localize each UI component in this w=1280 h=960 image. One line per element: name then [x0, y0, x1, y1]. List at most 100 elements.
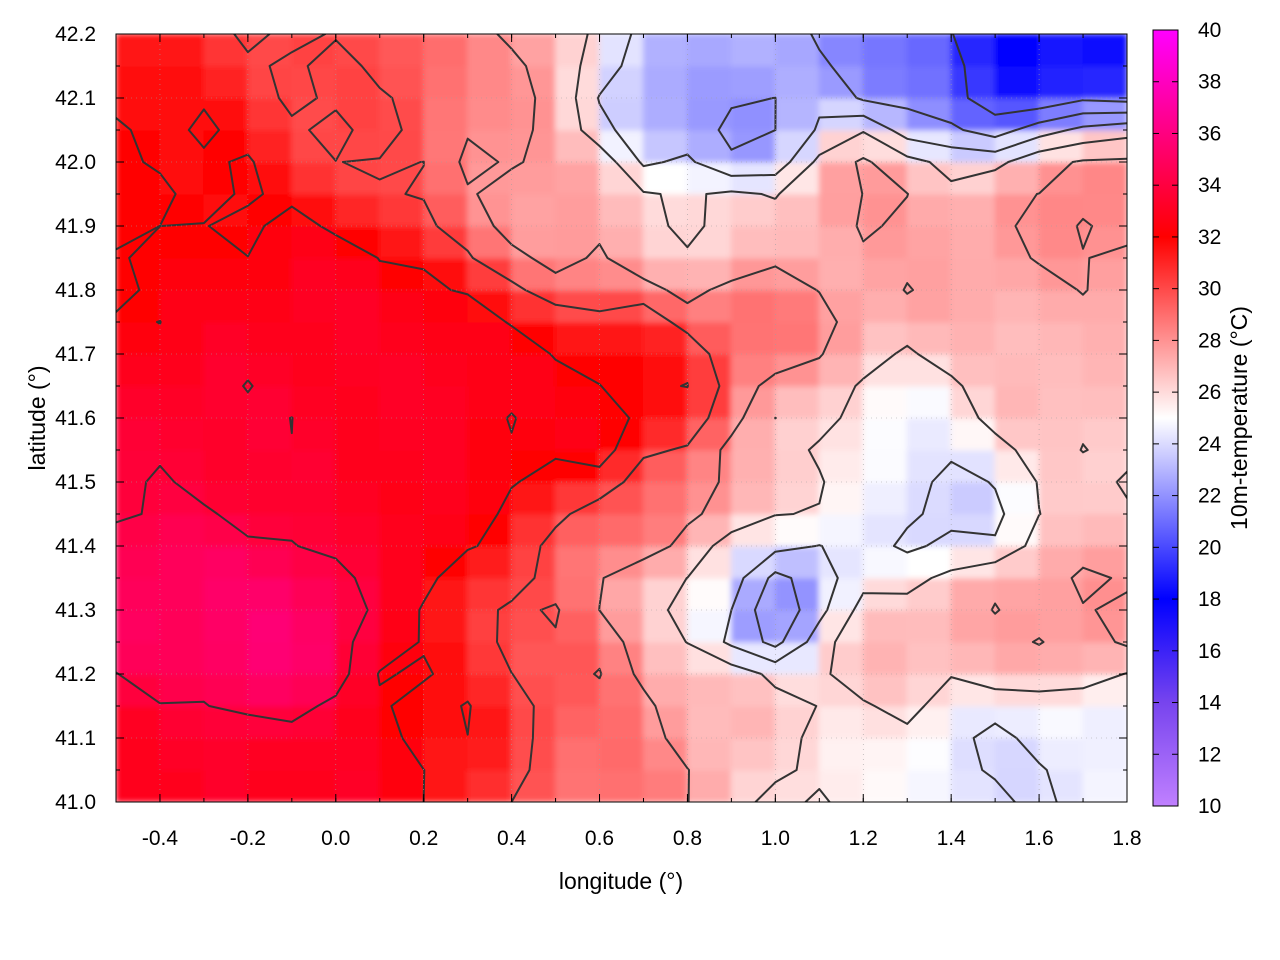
heatmap-cell — [818, 353, 864, 387]
heatmap-cell — [247, 353, 293, 387]
heatmap-cell — [203, 161, 249, 195]
y-tick-label: 42.1 — [55, 87, 96, 110]
heatmap-cell — [555, 321, 601, 355]
heatmap-cell — [116, 545, 161, 579]
heatmap-cell — [686, 321, 732, 355]
heatmap-cell — [335, 193, 381, 227]
heatmap-cell — [467, 257, 513, 291]
heatmap-cell — [159, 385, 205, 419]
heatmap-cell — [159, 673, 205, 707]
heatmap-cell — [906, 289, 952, 323]
heatmap-cell — [818, 545, 864, 579]
heatmap-cell — [467, 481, 513, 515]
heatmap-cell — [555, 417, 601, 451]
heatmap-cell — [159, 705, 205, 739]
heatmap-cell — [686, 353, 732, 387]
heatmap-cell — [818, 257, 864, 291]
heatmap-cell — [906, 705, 952, 739]
x-tick-label: -0.4 — [142, 827, 179, 850]
heatmap-cell — [379, 225, 425, 259]
heatmap-cell — [1038, 513, 1084, 547]
heatmap-cell — [379, 193, 425, 227]
heatmap-cell — [159, 321, 205, 355]
heatmap-cell — [247, 673, 293, 707]
heatmap-cell — [906, 481, 952, 515]
heatmap-cell — [159, 97, 205, 131]
heatmap-cell — [467, 769, 513, 802]
heatmap-cell — [335, 641, 381, 675]
heatmap-cell — [642, 737, 688, 771]
heatmap-cell — [862, 545, 908, 579]
heatmap-cell — [686, 289, 732, 323]
colorbar-tick-labels: 10 12 14 16 18 20 22 24 26 28 30 32 34 36 38 40 — [1198, 19, 1222, 818]
contour-line — [574, 34, 1127, 802]
heatmap-cell — [774, 97, 820, 131]
heatmap-cell — [379, 417, 425, 451]
heatmap-cell — [599, 769, 644, 802]
heatmap-cell — [642, 129, 688, 163]
heatmap-cell — [862, 609, 908, 643]
heatmap-cell — [686, 34, 732, 67]
heatmap-cell — [599, 705, 644, 739]
heatmap-cell — [379, 545, 425, 579]
heatmap-cell — [555, 513, 601, 547]
heatmap-cell — [730, 705, 776, 739]
heatmap-cell — [950, 34, 996, 67]
heatmap-cell — [379, 385, 425, 419]
heatmap-cell — [818, 34, 864, 67]
heatmap-cell — [247, 385, 293, 419]
heatmap-cell — [423, 34, 469, 67]
heatmap-cell — [862, 289, 908, 323]
heatmap-cell — [1038, 385, 1084, 419]
heatmap-cell — [906, 641, 952, 675]
colorbar-tick-label: 40 — [1198, 19, 1221, 42]
heatmap-cell — [1038, 65, 1084, 99]
heatmap-cell — [335, 609, 381, 643]
heatmap-cell — [642, 769, 688, 802]
colorbar: 10 12 14 16 18 20 22 24 26 28 30 32 34 36 38 40 — [1152, 19, 1222, 818]
heatmap-cell — [906, 161, 952, 195]
heatmap-cell — [862, 257, 908, 291]
colorbar-tick-label: 38 — [1198, 71, 1221, 94]
heatmap-cell — [159, 481, 205, 515]
heatmap-cell — [379, 161, 425, 195]
heatmap-cell — [686, 705, 732, 739]
heatmap-cell — [335, 257, 381, 291]
heatmap-cell — [203, 545, 249, 579]
heatmap-cell — [247, 257, 293, 291]
heatmap-cell — [994, 161, 1040, 195]
heatmap-cell — [423, 225, 469, 259]
heatmap-cell — [686, 417, 732, 451]
colorbar-tick-label: 10 — [1198, 795, 1221, 818]
y-tick-label: 41.0 — [55, 791, 96, 814]
heatmap-cell — [247, 577, 293, 611]
heatmap-cell — [467, 225, 513, 259]
heatmap-cell — [511, 161, 557, 195]
heatmap-cell — [686, 737, 732, 771]
contour-line — [233, 34, 721, 802]
heatmap-cell — [862, 97, 908, 131]
heatmap-cell — [730, 449, 776, 483]
heatmap-cell — [335, 353, 381, 387]
heatmap-cell — [203, 609, 249, 643]
heatmap-cell — [335, 225, 381, 259]
heatmap-cell — [1038, 353, 1084, 387]
heatmap-cell — [599, 257, 644, 291]
contour-line — [952, 34, 1127, 116]
heatmap-cell — [950, 737, 996, 771]
heatmap-cell — [862, 705, 908, 739]
heatmap-cell — [818, 513, 864, 547]
heatmap-cell — [291, 609, 337, 643]
y-tick-label: 41.6 — [55, 407, 96, 430]
heatmap-cell — [291, 417, 337, 451]
heatmap-cell — [1082, 481, 1127, 515]
heatmap-cell — [467, 34, 513, 67]
heatmap-cell — [862, 481, 908, 515]
heatmap-cell — [116, 417, 161, 451]
heatmap-cell — [774, 321, 820, 355]
heatmap-cell — [818, 609, 864, 643]
heatmap-cell — [599, 737, 644, 771]
heatmap-cell — [423, 545, 469, 579]
heatmap-cell — [159, 769, 205, 802]
